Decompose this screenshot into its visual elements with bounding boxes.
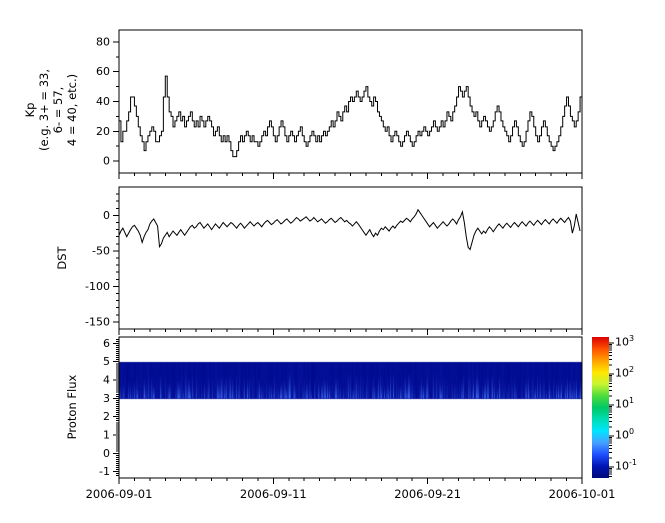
y-tick-label: 0 <box>103 155 110 168</box>
colorbar-tick-label: 100 <box>615 427 635 442</box>
y-tick-label: 0 <box>103 447 110 460</box>
colorbar <box>592 337 609 478</box>
y-tick-label: -1 <box>99 465 110 478</box>
panel-border <box>118 336 583 479</box>
y-tick-label: -100 <box>85 280 110 293</box>
x-tick-label: 2006-09-01 <box>85 487 153 501</box>
colorbar-tick-label: 101 <box>615 396 635 411</box>
y-tick-label: 20 <box>96 125 110 138</box>
trace-dst-index <box>118 208 581 251</box>
y-tick-label: 40 <box>96 95 110 108</box>
y-tick-label: 1 <box>103 428 110 441</box>
x-tick-label: 2006-10-01 <box>548 487 616 501</box>
y-tick-label: 5 <box>103 355 110 368</box>
proton-flux-axis-title: Proton Flux <box>65 374 79 440</box>
panel-border <box>118 186 583 330</box>
trace-kp-index <box>119 75 582 158</box>
proton-flux-spectrogram <box>119 337 582 478</box>
dst-axis-title: DST <box>55 246 69 270</box>
y-tick-label: 3 <box>103 392 110 405</box>
y-tick-label: 60 <box>96 65 110 78</box>
colorbar-tick-label: 103 <box>615 334 635 349</box>
kp-axis-title: Kp (e.g. 3+ = 33, 6- = 57, 4 = 40, etc.) <box>23 68 79 152</box>
y-tick-label: -150 <box>85 315 110 328</box>
x-tick-label: 2006-09-11 <box>239 487 307 501</box>
y-tick-label: -50 <box>92 244 110 257</box>
colorbar-tick-label: 102 <box>615 365 635 380</box>
y-tick-label: 80 <box>96 35 110 48</box>
x-tick-label: 2006-09-21 <box>394 487 462 501</box>
y-tick-label: 2 <box>103 410 110 423</box>
colorbar-tick-label: 10-1 <box>615 458 637 473</box>
y-tick-label: 4 <box>103 374 110 387</box>
y-tick-label: 6 <box>103 337 110 350</box>
y-tick-label: 0 <box>103 209 110 222</box>
